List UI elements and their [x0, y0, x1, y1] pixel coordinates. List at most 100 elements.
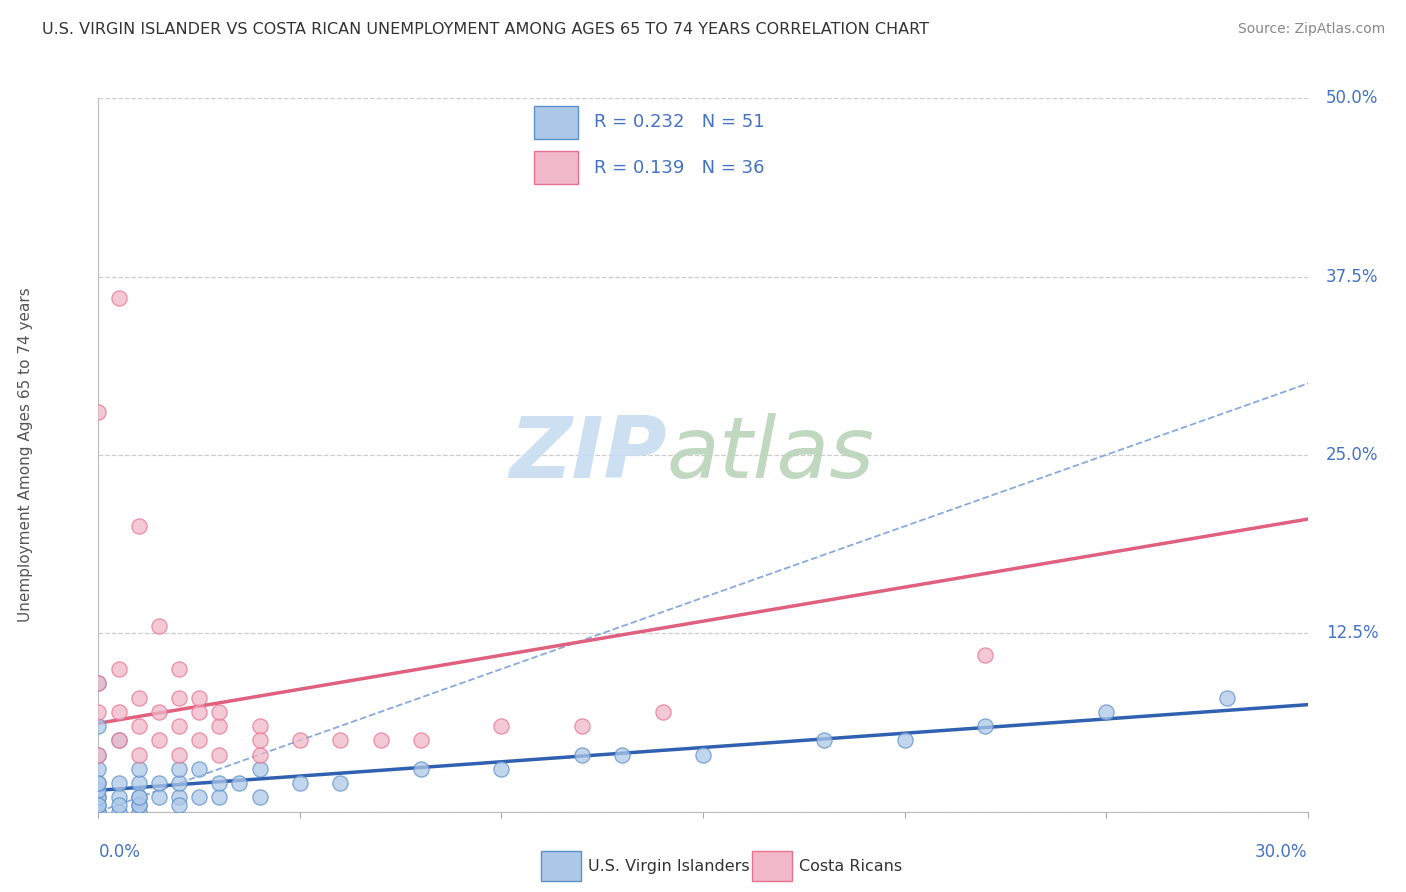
Point	[128, 690, 150, 705]
Point	[87, 676, 110, 690]
Point	[87, 790, 110, 805]
Point	[107, 662, 129, 676]
Point	[974, 648, 997, 662]
Point	[87, 719, 110, 733]
Point	[208, 705, 231, 719]
Point	[87, 805, 110, 819]
Point	[228, 776, 250, 790]
Bar	[534, 106, 578, 139]
Bar	[534, 151, 578, 184]
Point	[288, 733, 311, 747]
Point	[167, 662, 190, 676]
Point	[148, 733, 170, 747]
Point	[329, 733, 352, 747]
Point	[128, 762, 150, 776]
Point	[128, 790, 150, 805]
Point	[571, 747, 593, 762]
Point	[128, 790, 150, 805]
Text: R = 0.232   N = 51: R = 0.232 N = 51	[595, 113, 765, 131]
Point	[1216, 690, 1239, 705]
Point	[692, 747, 714, 762]
Point	[107, 705, 129, 719]
Point	[167, 790, 190, 805]
Point	[249, 747, 271, 762]
Point	[329, 776, 352, 790]
Text: Source: ZipAtlas.com: Source: ZipAtlas.com	[1237, 22, 1385, 37]
Point	[107, 733, 129, 747]
Text: ZIP: ZIP	[509, 413, 666, 497]
Text: U.S. Virgin Islanders: U.S. Virgin Islanders	[588, 859, 749, 873]
Point	[87, 747, 110, 762]
Text: 25.0%: 25.0%	[1326, 446, 1378, 464]
Point	[188, 705, 211, 719]
Point	[208, 747, 231, 762]
Point	[409, 733, 432, 747]
Text: 0.0%: 0.0%	[98, 843, 141, 861]
Text: Costa Ricans: Costa Ricans	[799, 859, 901, 873]
Point	[188, 762, 211, 776]
Point	[491, 719, 513, 733]
Point	[167, 762, 190, 776]
Point	[288, 776, 311, 790]
Text: Unemployment Among Ages 65 to 74 years: Unemployment Among Ages 65 to 74 years	[18, 287, 34, 623]
Point	[167, 776, 190, 790]
Point	[87, 805, 110, 819]
Point	[893, 733, 915, 747]
Point	[87, 705, 110, 719]
Point	[813, 733, 835, 747]
Point	[1095, 705, 1118, 719]
Point	[87, 797, 110, 812]
Point	[409, 762, 432, 776]
Text: 12.5%: 12.5%	[1326, 624, 1378, 642]
Point	[148, 619, 170, 633]
Text: R = 0.139   N = 36: R = 0.139 N = 36	[595, 159, 765, 177]
Point	[87, 790, 110, 805]
Point	[107, 805, 129, 819]
Point	[249, 762, 271, 776]
Point	[107, 776, 129, 790]
Point	[188, 733, 211, 747]
Point	[107, 790, 129, 805]
Text: atlas: atlas	[666, 413, 875, 497]
Point	[208, 776, 231, 790]
Text: U.S. VIRGIN ISLANDER VS COSTA RICAN UNEMPLOYMENT AMONG AGES 65 TO 74 YEARS CORRE: U.S. VIRGIN ISLANDER VS COSTA RICAN UNEM…	[42, 22, 929, 37]
Point	[249, 733, 271, 747]
Point	[87, 762, 110, 776]
Point	[148, 776, 170, 790]
Point	[87, 805, 110, 819]
Point	[87, 776, 110, 790]
Point	[208, 719, 231, 733]
Text: 37.5%: 37.5%	[1326, 268, 1378, 285]
Text: 50.0%: 50.0%	[1326, 89, 1378, 107]
Point	[249, 719, 271, 733]
Point	[571, 719, 593, 733]
Point	[87, 776, 110, 790]
Point	[128, 797, 150, 812]
Point	[188, 790, 211, 805]
Point	[974, 719, 997, 733]
Point	[87, 405, 110, 419]
Point	[167, 719, 190, 733]
Point	[128, 519, 150, 533]
Text: 30.0%: 30.0%	[1256, 843, 1308, 861]
Point	[87, 797, 110, 812]
Point	[148, 790, 170, 805]
Point	[128, 747, 150, 762]
Point	[370, 733, 392, 747]
Point	[188, 690, 211, 705]
Point	[107, 797, 129, 812]
Point	[87, 676, 110, 690]
Point	[128, 719, 150, 733]
Point	[87, 783, 110, 797]
Point	[249, 790, 271, 805]
Point	[167, 797, 190, 812]
Point	[128, 805, 150, 819]
Point	[148, 705, 170, 719]
Point	[167, 747, 190, 762]
Point	[107, 291, 129, 305]
Point	[87, 747, 110, 762]
Point	[128, 776, 150, 790]
Point	[208, 790, 231, 805]
Point	[167, 690, 190, 705]
Point	[128, 797, 150, 812]
